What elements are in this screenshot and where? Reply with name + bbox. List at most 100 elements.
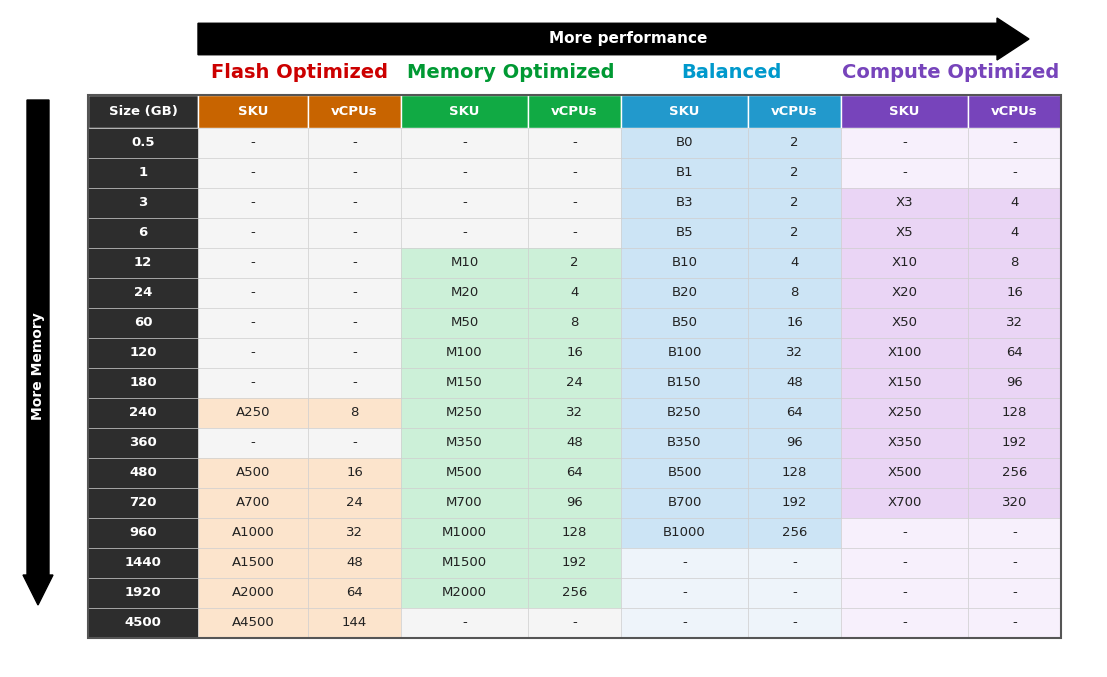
Bar (621, 278, 748, 308)
Bar (198, 548, 308, 578)
Text: 12: 12 (134, 257, 152, 269)
Bar (621, 548, 748, 578)
Bar (968, 188, 1061, 218)
Text: vCPUs: vCPUs (991, 105, 1038, 118)
Text: -: - (1012, 586, 1017, 600)
Text: vCPUs: vCPUs (772, 105, 818, 118)
Text: -: - (250, 376, 256, 389)
Bar (401, 488, 528, 518)
Bar (198, 458, 308, 488)
Text: A250: A250 (236, 406, 270, 420)
Text: -: - (352, 257, 356, 269)
Bar (841, 308, 968, 338)
Text: 1440: 1440 (125, 556, 162, 569)
Text: More Memory: More Memory (31, 313, 45, 420)
Bar (401, 398, 528, 428)
Text: -: - (352, 347, 356, 359)
Text: M700: M700 (446, 496, 483, 510)
Bar (401, 368, 528, 398)
Text: 4: 4 (790, 257, 798, 269)
Bar (748, 548, 841, 578)
Bar (528, 278, 621, 308)
Text: B350: B350 (668, 437, 702, 450)
Bar (87, 518, 198, 548)
Text: 960: 960 (130, 527, 157, 540)
Bar (198, 248, 308, 278)
Text: 96: 96 (566, 496, 583, 510)
Bar (968, 248, 1061, 278)
Bar (87, 278, 198, 308)
Bar (308, 488, 401, 518)
Bar (308, 218, 401, 248)
Bar (308, 95, 401, 128)
Text: -: - (902, 167, 907, 179)
Text: -: - (1012, 617, 1017, 630)
Bar (748, 368, 841, 398)
Bar (198, 308, 308, 338)
Text: M10: M10 (451, 257, 478, 269)
Bar (401, 518, 528, 548)
Bar (401, 578, 528, 608)
Text: 48: 48 (786, 376, 803, 389)
Bar (621, 338, 748, 368)
Text: 4: 4 (570, 286, 579, 299)
Bar (621, 608, 748, 638)
Bar (528, 548, 621, 578)
Bar (841, 368, 968, 398)
Text: -: - (250, 196, 256, 209)
Bar (748, 428, 841, 458)
Bar (528, 128, 621, 158)
Bar (748, 458, 841, 488)
Bar (308, 188, 401, 218)
Text: 320: 320 (1002, 496, 1027, 510)
Text: 96: 96 (1006, 376, 1023, 389)
Bar (968, 608, 1061, 638)
Text: -: - (352, 196, 356, 209)
Text: A2000: A2000 (231, 586, 275, 600)
Bar (528, 248, 621, 278)
Bar (528, 608, 621, 638)
Bar (841, 458, 968, 488)
Bar (198, 218, 308, 248)
Bar (621, 95, 748, 128)
Bar (968, 548, 1061, 578)
Text: M150: M150 (446, 376, 483, 389)
Text: 64: 64 (346, 586, 363, 600)
Text: 256: 256 (562, 586, 587, 600)
Bar (308, 248, 401, 278)
Bar (308, 368, 401, 398)
Bar (841, 338, 968, 368)
Bar (308, 278, 401, 308)
Text: -: - (572, 137, 577, 150)
Text: -: - (572, 196, 577, 209)
Bar (968, 95, 1061, 128)
Bar (621, 398, 748, 428)
Text: 64: 64 (786, 406, 803, 420)
Text: B150: B150 (668, 376, 702, 389)
Bar (621, 248, 748, 278)
Bar (87, 338, 198, 368)
Text: -: - (352, 317, 356, 330)
Text: 360: 360 (130, 437, 157, 450)
Bar (528, 428, 621, 458)
Text: -: - (572, 167, 577, 179)
Text: M1000: M1000 (442, 527, 487, 540)
Bar (198, 128, 308, 158)
Bar (841, 158, 968, 188)
Bar (968, 578, 1061, 608)
Bar (621, 188, 748, 218)
Bar (87, 398, 198, 428)
Text: B500: B500 (668, 466, 702, 479)
Text: -: - (250, 257, 256, 269)
Text: B20: B20 (672, 286, 697, 299)
Text: -: - (352, 227, 356, 240)
Text: SKU: SKU (238, 105, 268, 118)
Bar (968, 128, 1061, 158)
Bar (841, 188, 968, 218)
Text: 24: 24 (346, 496, 363, 510)
Bar (198, 488, 308, 518)
Bar (401, 428, 528, 458)
Bar (621, 518, 748, 548)
Bar (308, 128, 401, 158)
Text: 192: 192 (562, 556, 587, 569)
